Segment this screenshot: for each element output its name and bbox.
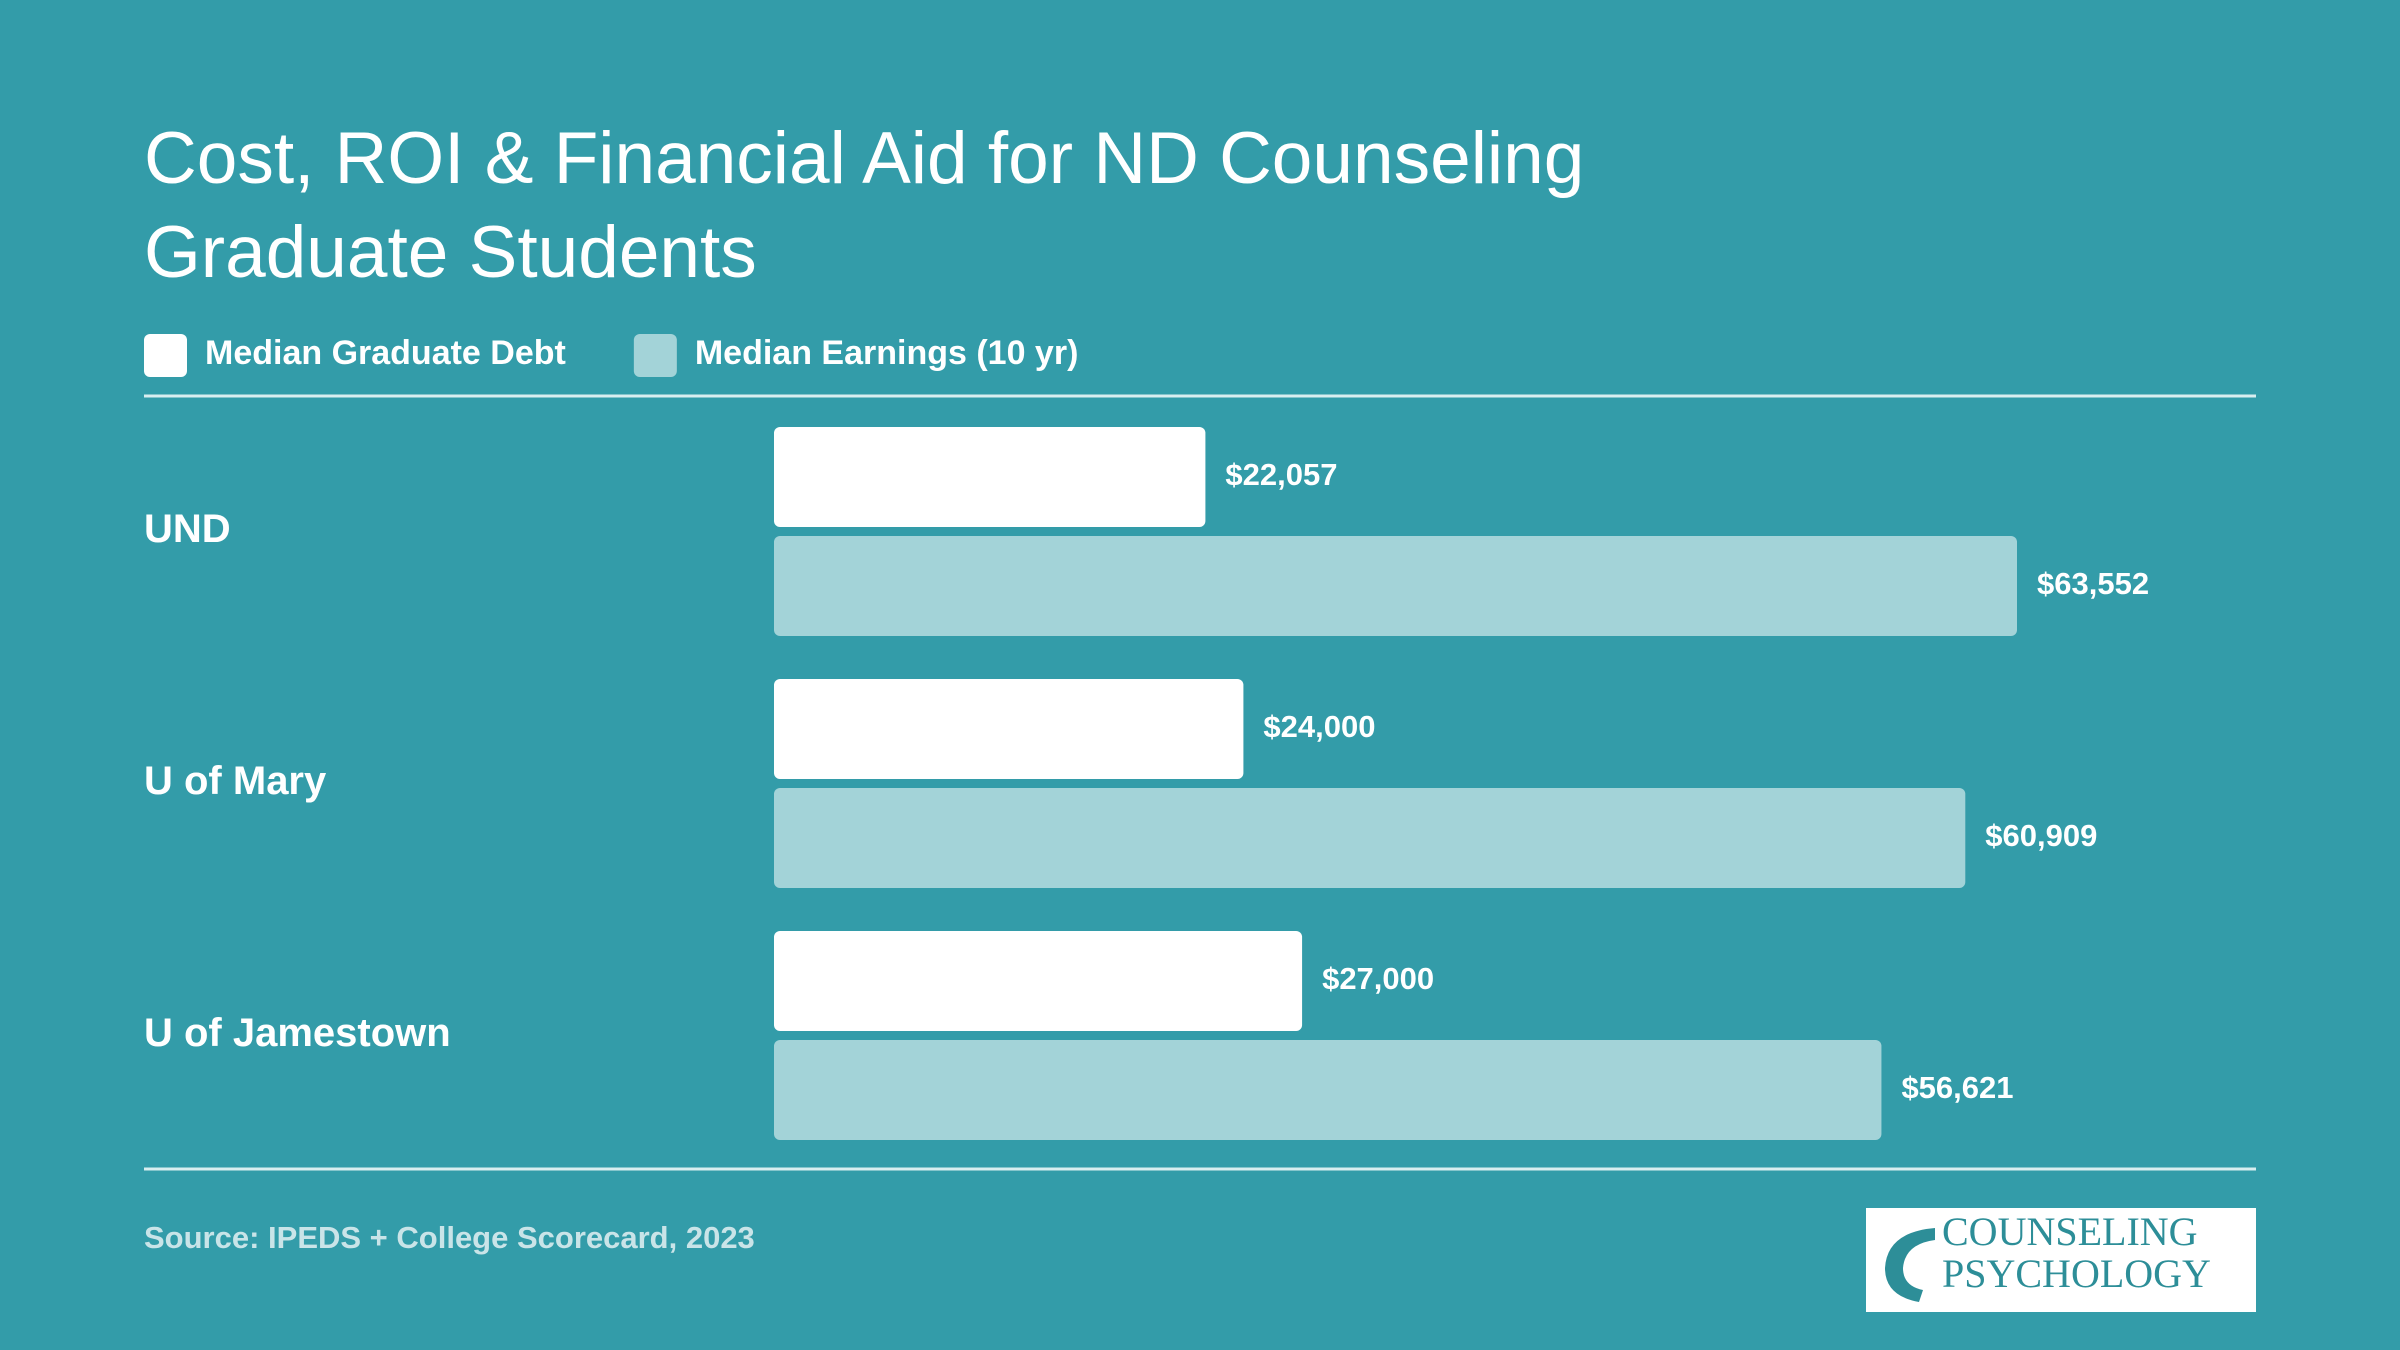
value-label: $24,000 — [1263, 709, 1375, 744]
legend-swatch — [633, 334, 677, 377]
value-label: $56,621 — [1901, 1070, 2013, 1105]
legend-swatch — [144, 334, 187, 377]
value-label: $63,552 — [2037, 566, 2149, 601]
value-label: $27,000 — [1322, 961, 1434, 996]
legend-label: Median Graduate Debt — [205, 334, 566, 372]
bar — [774, 679, 1244, 779]
value-label: $60,909 — [1985, 818, 2097, 853]
bar — [774, 427, 1206, 527]
bar — [774, 931, 1303, 1031]
category-label: U of Mary — [144, 759, 327, 803]
logo-text: COUNSELING — [1942, 1209, 2198, 1254]
source: Source: IPEDS + College Scorecard, 2023 — [144, 1220, 755, 1255]
chart-title: Cost, ROI & Financial Aid for ND Counsel… — [144, 118, 1585, 293]
category-label: UND — [144, 507, 231, 551]
bar — [774, 788, 1966, 888]
logo-box — [1866, 1208, 2256, 1312]
bar — [774, 536, 2017, 636]
value-label: $22,057 — [1225, 457, 1337, 492]
logo-icon — [1885, 1228, 1935, 1302]
logo-text: PSYCHOLOGY — [1942, 1251, 2211, 1296]
bar — [774, 1040, 1882, 1140]
category-label: U of Jamestown — [144, 1011, 451, 1055]
legend-label: Median Earnings (10 yr) — [695, 334, 1079, 372]
logo: COUNSELING PSYCHOLOGY — [1866, 1208, 2256, 1312]
